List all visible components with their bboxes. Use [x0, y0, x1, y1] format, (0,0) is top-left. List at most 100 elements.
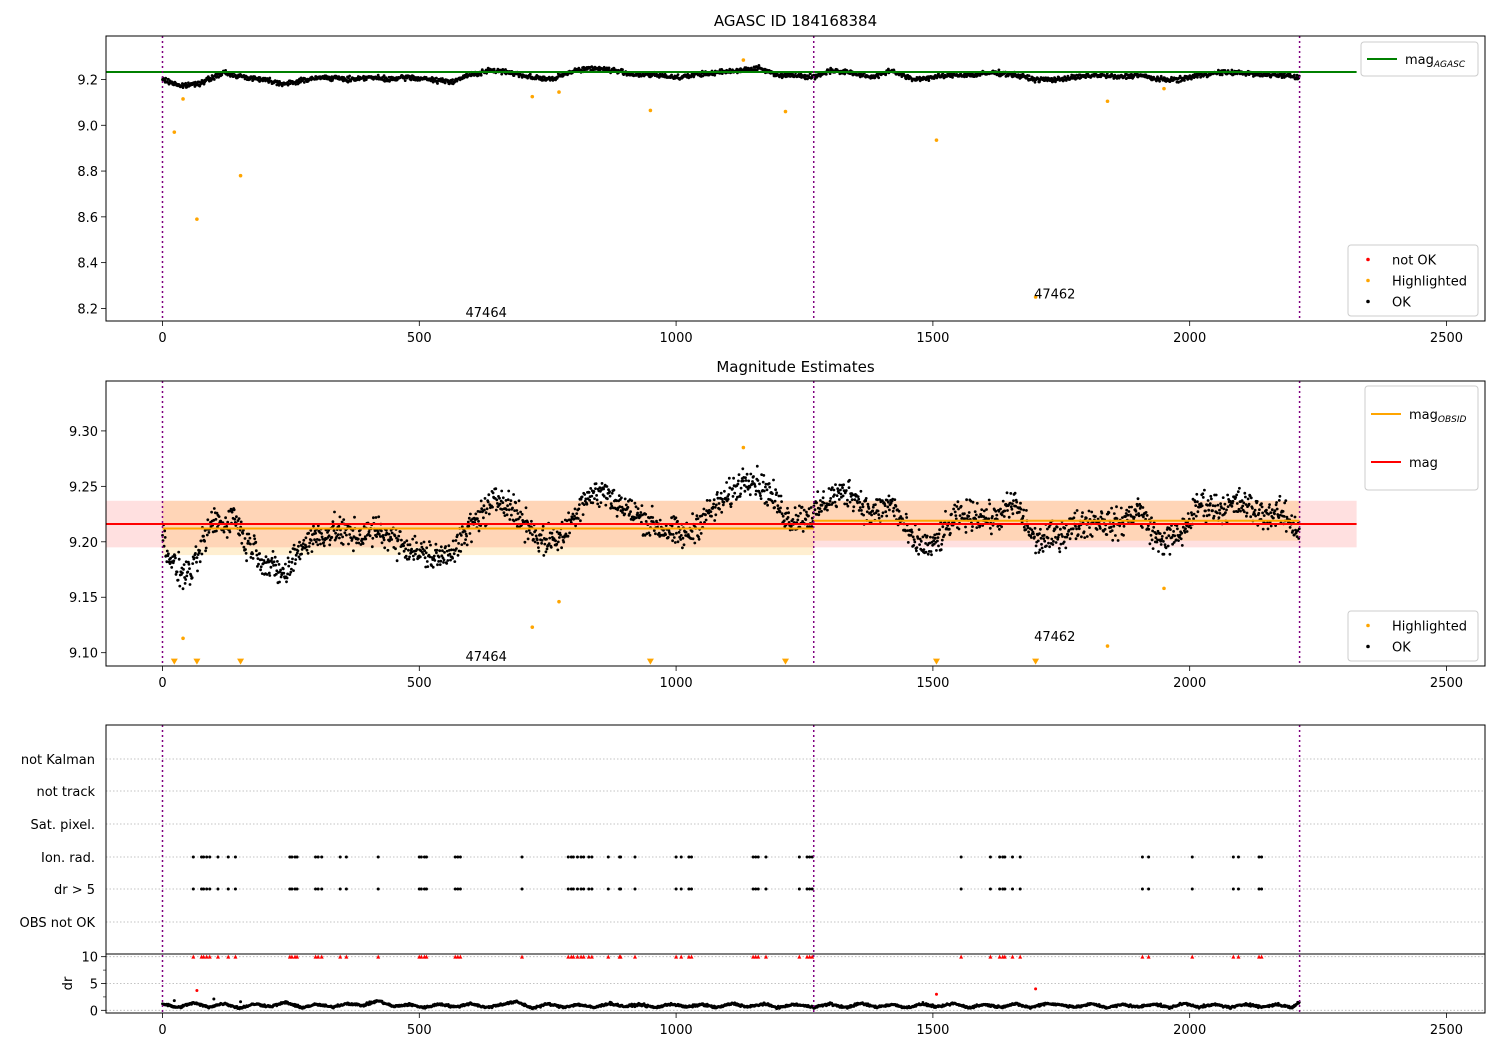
flag-point	[579, 855, 583, 859]
ok-point	[729, 505, 733, 508]
ok-point	[1063, 75, 1067, 79]
ok-point	[358, 533, 362, 537]
ok-point	[905, 516, 909, 519]
x-tick-label: 0	[158, 331, 166, 346]
ok-point	[826, 508, 829, 512]
ok-point	[1115, 505, 1118, 509]
ok-point	[379, 535, 382, 538]
ok-point	[1055, 525, 1059, 529]
ok-point	[906, 541, 910, 544]
ok-point	[426, 565, 430, 568]
ok-point	[468, 532, 472, 535]
ok-point	[408, 555, 411, 559]
ok-point	[930, 553, 933, 557]
ok-point	[310, 550, 314, 553]
flag-point	[233, 887, 237, 891]
ok-point	[255, 553, 259, 557]
ok-point	[756, 479, 760, 482]
ok-point	[288, 573, 292, 576]
ok-point	[242, 528, 245, 532]
ok-point	[507, 508, 511, 512]
ok-point	[648, 533, 652, 537]
ok-point	[439, 559, 443, 563]
ok-point	[581, 513, 585, 516]
ok-point	[1018, 510, 1021, 514]
y-tick-label: 8.8	[77, 165, 98, 180]
ok-point	[363, 535, 367, 539]
ok-point	[874, 503, 877, 506]
ok-point	[1080, 535, 1083, 539]
flag-point	[453, 887, 457, 891]
ok-point	[755, 464, 759, 468]
ok-point	[1206, 499, 1210, 502]
ok-point	[1219, 502, 1222, 505]
ok-point	[265, 573, 269, 576]
ok-point	[924, 550, 928, 554]
ok-point	[851, 509, 855, 513]
ok-point	[738, 495, 742, 498]
ok-point	[836, 487, 840, 491]
ok-point	[1230, 504, 1234, 508]
ok-point	[340, 520, 344, 524]
ok-point	[293, 547, 296, 551]
flag-point	[571, 855, 575, 859]
ok-point	[682, 543, 686, 547]
y-tick-label: 5	[90, 978, 98, 993]
ok-point	[205, 533, 209, 537]
flag-point	[338, 855, 342, 859]
flag-point	[320, 855, 324, 859]
ok-point	[1033, 80, 1037, 84]
ok-point	[766, 503, 769, 507]
ok-point	[327, 529, 330, 532]
ok-point	[279, 575, 283, 579]
flag-point	[202, 855, 206, 859]
ok-point	[596, 502, 600, 506]
ok-point	[994, 509, 998, 513]
ok-point	[338, 536, 341, 540]
ok-point	[285, 580, 288, 584]
ok-point	[654, 532, 657, 536]
ok-point	[482, 516, 485, 520]
ok-point	[1288, 526, 1292, 529]
ok-point	[356, 537, 360, 541]
flag-point	[1147, 855, 1151, 859]
ok-point	[1275, 501, 1278, 504]
ok-point	[871, 509, 875, 513]
ok-point	[566, 534, 570, 538]
ok-point	[606, 497, 609, 501]
ok-point	[258, 552, 261, 555]
legend-marker	[1366, 278, 1370, 283]
legend-marker	[1366, 644, 1370, 649]
ok-point	[1192, 512, 1196, 516]
y-tick-label: 9.15	[69, 591, 98, 606]
ok-point	[1260, 505, 1264, 509]
ok-point	[259, 568, 262, 572]
dr-axis-label: dr	[61, 976, 76, 990]
ok-point	[404, 554, 408, 558]
ok-point	[370, 545, 374, 549]
ok-point	[858, 500, 862, 504]
ok-point	[479, 73, 483, 77]
ok-point	[917, 552, 920, 556]
ok-point	[947, 527, 951, 531]
ok-point	[169, 556, 173, 560]
ok-point	[915, 546, 919, 549]
ok-point	[964, 525, 967, 529]
ok-point	[1185, 530, 1189, 533]
flag-point	[1260, 855, 1264, 859]
ok-point	[1266, 527, 1270, 531]
ok-point	[244, 548, 247, 551]
ok-point	[1053, 527, 1057, 531]
ok-point	[1262, 514, 1266, 517]
ok-point	[624, 503, 628, 507]
ok-point	[268, 76, 272, 80]
ok-point	[587, 491, 591, 494]
flag-point	[520, 887, 524, 891]
ok-point	[183, 84, 187, 87]
ok-point	[1270, 508, 1274, 512]
ok-point	[758, 482, 761, 486]
ok-point	[1074, 524, 1077, 528]
ok-point	[747, 479, 751, 483]
ok-point	[226, 520, 230, 524]
ok-point	[442, 561, 445, 564]
